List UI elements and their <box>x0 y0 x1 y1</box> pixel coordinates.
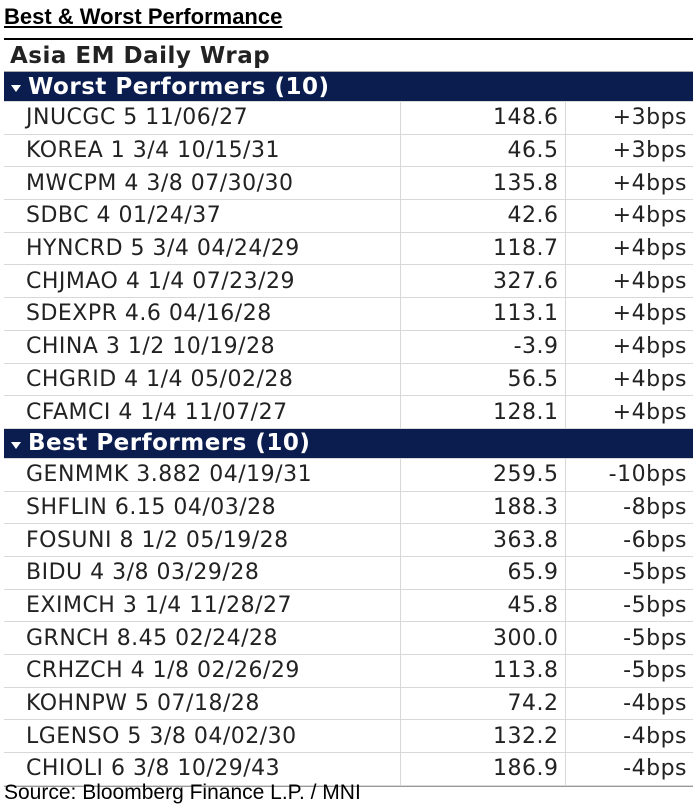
data-row: KOHNPW 5 07/18/28 74.2 -4bps <box>4 687 693 721</box>
table-body: Asia EM Daily Wrap Worst Performers (10)… <box>4 40 693 786</box>
data-row: LGENSO 5 3/8 04/02/30 132.2 -4bps <box>4 719 693 754</box>
bond-name: HYNCRD 5 3/4 04/24/29 <box>4 232 401 266</box>
bond-value: 148.6 <box>400 101 566 135</box>
bond-change: -8bps <box>565 491 693 525</box>
data-row: KOREA 1 3/4 10/15/31 46.5 +3bps <box>4 134 693 168</box>
data-row: BIDU 4 3/8 03/29/28 65.9 -5bps <box>4 556 693 590</box>
bond-value: 46.5 <box>400 134 566 168</box>
bond-name: BIDU 4 3/8 03/29/28 <box>4 556 401 590</box>
bond-change: +4bps <box>565 395 693 429</box>
bond-change: -4bps <box>565 719 693 754</box>
data-row: GENMMK 3.882 04/19/31 259.5 -10bps <box>4 458 693 492</box>
table: Asia EM Daily Wrap Worst Performers (10)… <box>4 40 693 786</box>
table-container: Asia EM Daily Wrap Worst Performers (10)… <box>4 38 693 787</box>
bond-value: -3.9 <box>400 330 566 364</box>
section-title: Worst Performers (10) <box>4 71 693 102</box>
bond-name: CHIOLI 6 3/8 10/29/43 <box>4 752 401 786</box>
bond-value: 188.3 <box>400 491 566 525</box>
data-row: CHJMAO 4 1/4 07/23/29 327.6 +4bps <box>4 264 693 299</box>
bond-change: +4bps <box>565 330 693 364</box>
data-row: SDBC 4 01/24/37 42.6 +4bps <box>4 199 693 233</box>
bond-name: EXIMCH 3 1/4 11/28/27 <box>4 589 401 623</box>
bond-name: SDBC 4 01/24/37 <box>4 199 401 233</box>
bond-change: -4bps <box>565 687 693 721</box>
data-row: HYNCRD 5 3/4 04/24/29 118.7 +4bps <box>4 232 693 266</box>
bond-name: CRHZCH 4 1/8 02/26/29 <box>4 654 401 688</box>
data-row: SDEXPR 4.6 04/16/28 113.1 +4bps <box>4 297 693 331</box>
bond-name: CFAMCI 4 1/4 11/07/27 <box>4 395 401 429</box>
page-title: Best & Worst Performance <box>4 4 283 29</box>
bond-value: 56.5 <box>400 363 566 397</box>
bond-change: -5bps <box>565 556 693 590</box>
bond-value: 128.1 <box>400 395 566 429</box>
bond-value: 363.8 <box>400 523 566 557</box>
bond-value: 132.2 <box>400 719 566 754</box>
bond-name: JNUCGC 5 11/06/27 <box>4 101 401 135</box>
bond-change: -10bps <box>565 458 693 492</box>
bond-name: SHFLIN 6.15 04/03/28 <box>4 491 401 525</box>
bond-value: 42.6 <box>400 199 566 233</box>
data-row: CHGRID 4 1/4 05/02/28 56.5 +4bps <box>4 363 693 397</box>
data-row: JNUCGC 5 11/06/27 148.6 +3bps <box>4 101 693 135</box>
bond-change: +4bps <box>565 363 693 397</box>
bond-change: -4bps <box>565 752 693 786</box>
bond-value: 65.9 <box>400 556 566 590</box>
bond-name: GENMMK 3.882 04/19/31 <box>4 458 401 492</box>
bond-value: 135.8 <box>400 166 566 201</box>
bond-change: -6bps <box>565 523 693 557</box>
bond-name: KOHNPW 5 07/18/28 <box>4 687 401 721</box>
data-row: MWCPM 4 3/8 07/30/30 135.8 +4bps <box>4 166 693 201</box>
bond-value: 186.9 <box>400 752 566 786</box>
bond-value: 259.5 <box>400 458 566 492</box>
bond-change: +4bps <box>565 264 693 299</box>
bond-name: FOSUNI 8 1/2 05/19/28 <box>4 523 401 557</box>
bond-change: +4bps <box>565 297 693 331</box>
data-row: CFAMCI 4 1/4 11/07/27 128.1 +4bps <box>4 395 693 429</box>
data-row: CRHZCH 4 1/8 02/26/29 113.8 -5bps <box>4 654 693 688</box>
bond-name: LGENSO 5 3/8 04/02/30 <box>4 719 401 754</box>
bond-change: -5bps <box>565 621 693 655</box>
data-row: GRNCH 8.45 02/24/28 300.0 -5bps <box>4 621 693 655</box>
bond-value: 113.1 <box>400 297 566 331</box>
data-row: CHINA 3 1/2 10/19/28 -3.9 +4bps <box>4 330 693 364</box>
bond-name: CHINA 3 1/2 10/19/28 <box>4 330 401 364</box>
bond-name: MWCPM 4 3/8 07/30/30 <box>4 166 401 201</box>
data-row: SHFLIN 6.15 04/03/28 188.3 -8bps <box>4 491 693 525</box>
bond-change: +3bps <box>565 134 693 168</box>
bond-name: GRNCH 8.45 02/24/28 <box>4 621 401 655</box>
bond-name: CHGRID 4 1/4 05/02/28 <box>4 363 401 397</box>
bond-value: 118.7 <box>400 232 566 266</box>
table-title-row: Asia EM Daily Wrap <box>4 40 693 72</box>
bond-value: 113.8 <box>400 654 566 688</box>
bond-change: +4bps <box>565 199 693 233</box>
bond-change: +4bps <box>565 166 693 201</box>
bond-change: +4bps <box>565 232 693 266</box>
bond-name: KOREA 1 3/4 10/15/31 <box>4 134 401 168</box>
bond-value: 327.6 <box>400 264 566 299</box>
bond-name: SDEXPR 4.6 04/16/28 <box>4 297 401 331</box>
bond-value: 45.8 <box>400 589 566 623</box>
bond-name: CHJMAO 4 1/4 07/23/29 <box>4 264 401 299</box>
section-row: Worst Performers (10) <box>4 71 693 102</box>
bond-change: +3bps <box>565 101 693 135</box>
data-row: EXIMCH 3 1/4 11/28/27 45.8 -5bps <box>4 589 693 623</box>
section-row: Best Performers (10) <box>4 428 693 459</box>
bond-change: -5bps <box>565 589 693 623</box>
data-row: CHIOLI 6 3/8 10/29/43 186.9 -4bps <box>4 752 693 786</box>
bond-value: 74.2 <box>400 687 566 721</box>
source-note: Source: Bloomberg Finance L.P. / MNI <box>4 781 361 804</box>
bond-change: -5bps <box>565 654 693 688</box>
bond-value: 300.0 <box>400 621 566 655</box>
data-row: FOSUNI 8 1/2 05/19/28 363.8 -6bps <box>4 523 693 557</box>
section-title: Best Performers (10) <box>4 428 693 459</box>
table-title: Asia EM Daily Wrap <box>4 40 693 72</box>
